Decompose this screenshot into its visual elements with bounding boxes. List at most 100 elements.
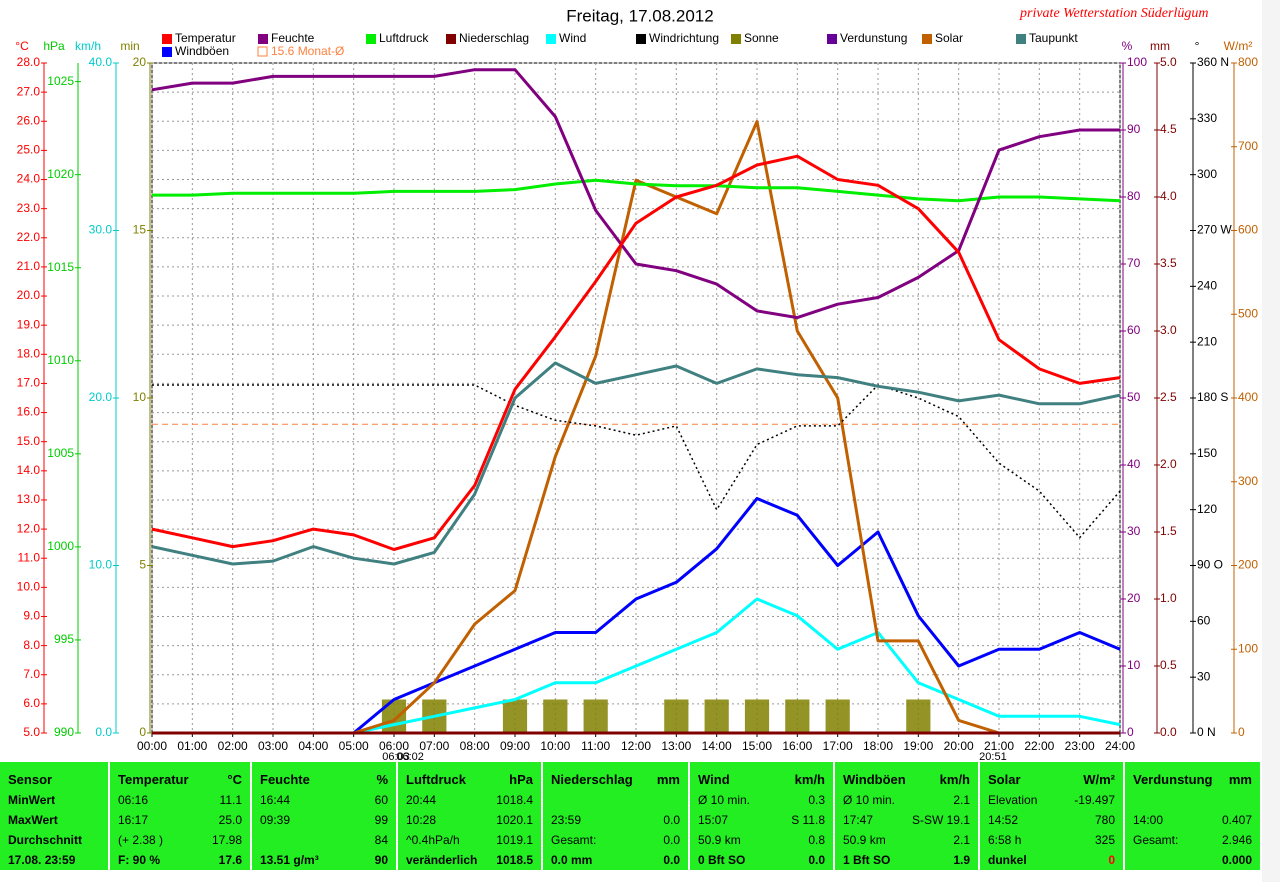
y-tick-label: 10 xyxy=(1127,658,1141,672)
sun-bar xyxy=(543,699,568,733)
axis-unit: min xyxy=(120,39,139,53)
y-tick-label: 17.0 xyxy=(17,376,41,390)
y-tick-label: 5.0 xyxy=(23,725,40,739)
table-row: 17:47 S-SW 19.1 xyxy=(843,810,970,830)
cell-label: 50.9 km xyxy=(698,833,741,847)
cell-value: 325 xyxy=(1094,833,1115,847)
y-tick-label: 1.0 xyxy=(1160,591,1177,605)
sun-bar xyxy=(785,699,810,733)
cell-label: MaxWert xyxy=(8,813,58,827)
cell-value: 2.946 xyxy=(1221,833,1252,847)
cell-label: 16:44 xyxy=(260,793,291,807)
cell-value: 1020.1 xyxy=(496,813,533,827)
y-tick-label: 23.0 xyxy=(17,201,41,215)
header-unit: hPa xyxy=(509,772,533,787)
x-tick-label: 11:00 xyxy=(581,739,610,753)
y-tick-label: 8.0 xyxy=(23,638,40,652)
y-tick-label: 2.5 xyxy=(1160,390,1177,404)
y-tick-label: 28.0 xyxy=(17,55,41,69)
table-row: 10:28 1020.1 xyxy=(406,810,533,830)
cell-label: F: 90 % xyxy=(118,853,161,867)
y-tick-label: 270 W xyxy=(1197,223,1232,237)
table-header: Niederschlag mm xyxy=(551,770,680,790)
axis-unit: mm xyxy=(1150,39,1170,53)
table-header: Sensor xyxy=(8,770,100,790)
table-row: Gesamt: 0.0 xyxy=(551,830,680,850)
y-tick-label: 24.0 xyxy=(17,172,41,186)
y-tick-label: 0.0 xyxy=(95,725,112,739)
table-row: Ø 10 min. 0.3 xyxy=(698,790,825,810)
x-tick-label: 05:00 xyxy=(339,739,369,753)
axis-unit: hPa xyxy=(43,39,65,53)
y-tick-label: 300 xyxy=(1197,167,1217,181)
cell-label: Durchschnitt xyxy=(8,833,83,847)
y-tick-label: 60 xyxy=(1197,614,1211,628)
table-row: 16:44 60 xyxy=(260,790,388,810)
cell-value: 2.1 xyxy=(953,833,970,847)
y-tick-label: 16.0 xyxy=(17,405,41,419)
series-line xyxy=(151,154,1121,551)
sun-bar xyxy=(502,699,528,733)
legend-swatch xyxy=(922,34,932,44)
cell-label: Ø 10 min. xyxy=(843,793,896,807)
axis-unit: % xyxy=(1122,39,1133,53)
legend-swatch xyxy=(366,34,376,44)
table-row: 06:16 11.1 xyxy=(118,790,242,810)
annotation: 06:03 xyxy=(382,751,410,762)
legend-label: Windrichtung xyxy=(649,31,719,45)
table-row: 50.9 km 0.8 xyxy=(698,830,825,850)
cell-label: 14:52 xyxy=(988,813,1019,827)
y-tick-label: 22.0 xyxy=(17,230,41,244)
x-tick-label: 15:00 xyxy=(742,739,772,753)
x-tick-label: 07:00 xyxy=(419,739,449,753)
table-row: 0.0 mm 0.0 xyxy=(551,850,680,870)
x-tick-label: 12:00 xyxy=(621,739,651,753)
y-tick-label: 12.0 xyxy=(17,521,41,535)
chart-subtitle: private Wetterstation Süderlügum xyxy=(1019,6,1208,21)
header-label: Luftdruck xyxy=(406,772,466,787)
cell-value: S 11.8 xyxy=(791,813,825,827)
table-column: Temperatur °C 06:16 11.1 16:17 25.0 (+ 2.38 ) 1… xyxy=(110,762,252,870)
y-tick-label: 40 xyxy=(1127,457,1141,471)
x-tick-label: 09:00 xyxy=(500,739,530,753)
legend-swatch xyxy=(446,34,456,44)
cell-label: (+ 2.38 ) xyxy=(118,833,164,847)
y-tick-label: 120 xyxy=(1197,502,1217,516)
y-tick-label: 180 S xyxy=(1197,390,1228,404)
y-tick-label: 15 xyxy=(133,223,147,237)
legend-swatch xyxy=(162,34,172,44)
cell-value: 17.98 xyxy=(211,833,242,847)
cell-label: 6:58 h xyxy=(988,833,1022,847)
legend-label: Feuchte xyxy=(271,31,315,45)
legend-swatch xyxy=(827,34,837,44)
y-tick-label: 21.0 xyxy=(17,259,41,273)
sun-bar xyxy=(583,699,608,733)
y-tick-label: 1005 xyxy=(47,446,74,460)
cell-value: 25.0 xyxy=(218,813,242,827)
y-tick-label: 7.0 xyxy=(23,667,40,681)
axis-unit: ° xyxy=(1195,39,1200,53)
sun-bar xyxy=(906,699,931,733)
table-column: Luftdruck hPa 20:44 1018.4 10:28 1020.1 ^0.4hP… xyxy=(398,762,543,870)
cell-value: 0 xyxy=(1108,853,1115,867)
x-tick-label: 13:00 xyxy=(661,739,691,753)
annotation: 20:51 xyxy=(979,751,1007,762)
header-unit: W/m² xyxy=(1083,772,1115,787)
y-tick-label: 995 xyxy=(54,632,74,646)
y-tick-label: 200 xyxy=(1238,558,1258,572)
cell-value: S-SW 19.1 xyxy=(911,813,970,827)
y-tick-label: 30.0 xyxy=(89,223,113,237)
x-tick-label: 08:00 xyxy=(460,739,490,753)
y-tick-label: 30 xyxy=(1127,524,1141,538)
y-tick-label: 5 xyxy=(139,558,146,572)
chart: Freitag, 17.08.2012 private Wetterstatio… xyxy=(15,6,1258,762)
x-tick-label: 23:00 xyxy=(1065,739,1095,753)
table-row: ^0.4hPa/h 1019.1 xyxy=(406,830,533,850)
annotation: 06:02 xyxy=(396,751,424,762)
table-header: Verdunstung mm xyxy=(1133,770,1252,790)
table-row xyxy=(551,790,680,810)
cell-value: 60 xyxy=(374,793,388,807)
cell-label: Gesamt: xyxy=(1133,833,1179,847)
y-tick-label: 10.0 xyxy=(89,558,113,572)
